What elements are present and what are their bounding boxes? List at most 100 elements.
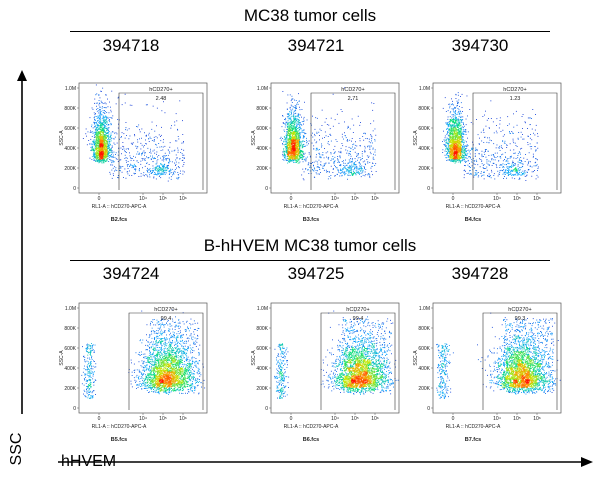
x-tick-label: 0	[98, 196, 101, 202]
y-tick-label: 0	[265, 186, 268, 192]
y-axis-title: SSC-A	[59, 350, 65, 366]
flow-plot-svg: 0 200K 400K 600K 800K 1.0M 0 10⁴ 10⁵ 10⁶ SSC-A RL1-…	[251, 302, 400, 443]
x-tick-label: 10⁴	[139, 416, 147, 422]
y-tick-label: 400K	[256, 366, 268, 372]
plot-frame	[432, 302, 562, 414]
x-tick-label: 10⁶	[533, 196, 541, 202]
x-axis-title: RL1-A :: hCD270-APC-A	[446, 204, 501, 210]
x-tick-label: 10⁴	[139, 196, 147, 202]
file-name-label: B6.fcs	[303, 437, 320, 443]
x-tick-label: 10⁶	[371, 416, 379, 422]
y-tick-label: 200K	[256, 166, 268, 172]
scatter-points	[81, 309, 206, 399]
x-tick-label: 10⁵	[159, 196, 167, 202]
group-divider-2	[70, 260, 550, 261]
y-axis-title: SSC-A	[413, 350, 419, 366]
y-tick-label: 0	[265, 406, 268, 412]
gate-percent-label: 99.4	[161, 316, 172, 322]
x-tick-label: 10⁵	[513, 196, 521, 202]
flow-panel-394724: 0 200K 400K 600K 800K 1.0M 0 10⁴ 10⁵ 10⁶ SSC-A RL1-…	[55, 295, 215, 455]
x-axis-title: RL1-A :: hCD270-APC-A	[92, 204, 147, 210]
y-tick-label: 400K	[418, 146, 430, 152]
x-axis-title: RL1-A :: hCD270-APC-A	[284, 424, 339, 430]
flow-plot-svg: 0 200K 400K 600K 800K 1.0M 0 10⁴ 10⁵ 10⁶ SSC-A RL1-…	[413, 302, 562, 443]
gate-name-label: hCD270+	[508, 307, 531, 313]
y-tick-label: 600K	[256, 346, 268, 352]
gate-bracket	[310, 92, 396, 190]
y-tick-label: 800K	[64, 106, 76, 112]
x-tick-label: 10⁴	[331, 196, 339, 202]
y-tick-label: 800K	[418, 326, 430, 332]
y-tick-label: 200K	[418, 386, 430, 392]
x-tick-label: 10⁶	[179, 416, 187, 422]
sample-id-394724: 394724	[102, 264, 160, 283]
y-tick-label: 200K	[256, 386, 268, 392]
y-tick-label: 0	[427, 186, 430, 192]
x-tick-label: 10⁴	[493, 196, 501, 202]
y-tick-label: 400K	[418, 366, 430, 372]
gate-bracket	[320, 312, 396, 410]
y-tick-label: 0	[427, 406, 430, 412]
y-tick-label: 1.0M	[257, 86, 268, 92]
gate-bracket	[472, 92, 558, 190]
gate-percent-label: 1.23	[510, 96, 521, 102]
flow-panel-394728: 0 200K 400K 600K 800K 1.0M 0 10⁴ 10⁵ 10⁶ SSC-A RL1-…	[409, 295, 569, 455]
y-tick-label: 1.0M	[65, 86, 76, 92]
file-name-label: B5.fcs	[111, 437, 128, 443]
y-tick-label: 1.0M	[257, 306, 268, 312]
y-tick-label: 400K	[256, 146, 268, 152]
y-tick-label: 800K	[256, 326, 268, 332]
y-tick-label: 600K	[418, 126, 430, 132]
scatter-points	[274, 310, 399, 399]
ssc-axis-arrow	[17, 70, 27, 414]
x-tick-label: 10⁵	[513, 416, 521, 422]
file-name-label: B4.fcs	[465, 217, 482, 223]
y-axis-title: SSC-A	[251, 130, 257, 146]
gate-percent-label: 99.4	[353, 316, 364, 322]
y-tick-label: 800K	[64, 326, 76, 332]
x-tick-label: 0	[290, 196, 293, 202]
sample-id-394728: 394728	[451, 264, 509, 283]
y-axis-title: SSC-A	[413, 130, 419, 146]
gate-bracket	[118, 92, 204, 190]
y-tick-label: 400K	[64, 146, 76, 152]
y-tick-label: 800K	[418, 106, 430, 112]
x-tick-label: 10⁴	[493, 416, 501, 422]
big-y-axis-label: SSC	[8, 432, 25, 466]
x-tick-label: 10⁵	[351, 196, 359, 202]
y-tick-label: 0	[73, 186, 76, 192]
y-tick-label: 200K	[418, 166, 430, 172]
y-tick-label: 800K	[256, 106, 268, 112]
y-tick-label: 1.0M	[65, 306, 76, 312]
flow-panel-394730: 0 200K 400K 600K 800K 1.0M 0 10⁴ 10⁵ 10⁶ SSC-A RL1-…	[409, 75, 569, 235]
x-tick-label: 0	[452, 416, 455, 422]
y-axis-title: SSC-A	[251, 350, 257, 366]
sample-id-394730: 394730	[451, 36, 509, 55]
flow-plot-svg: 0 200K 400K 600K 800K 1.0M 0 10⁴ 10⁵ 10⁶ SSC-A RL1-…	[59, 302, 208, 443]
file-name-label: B7.fcs	[465, 437, 482, 443]
x-tick-label: 10⁴	[331, 416, 339, 422]
x-axis-title: RL1-A :: hCD270-APC-A	[446, 424, 501, 430]
x-tick-label: 0	[290, 416, 293, 422]
flow-panel-394725: 0 200K 400K 600K 800K 1.0M 0 10⁴ 10⁵ 10⁶ SSC-A RL1-…	[247, 295, 407, 455]
scatter-points	[436, 310, 561, 399]
x-axis-title: RL1-A :: hCD270-APC-A	[92, 424, 147, 430]
plot-frame	[270, 302, 400, 414]
x-tick-label: 0	[452, 196, 455, 202]
y-tick-label: 600K	[64, 126, 76, 132]
sample-id-394725: 394725	[287, 264, 345, 283]
plot-frame	[78, 302, 208, 414]
file-name-label: B2.fcs	[111, 217, 128, 223]
x-tick-label: 0	[98, 416, 101, 422]
flow-plot-svg: 0 200K 400K 600K 800K 1.0M 0 10⁴ 10⁵ 10⁶ SSC-A RL1-…	[413, 82, 562, 223]
y-tick-label: 200K	[64, 386, 76, 392]
group-divider-1	[70, 31, 550, 32]
flow-panel-394718: 0 200K 400K 600K 800K 1.0M 0 10⁴ 10⁵ 10⁶ SSC-A RL1-…	[55, 75, 215, 235]
sample-id-394718: 394718	[102, 36, 160, 55]
x-tick-label: 10⁵	[159, 416, 167, 422]
gate-bracket	[128, 312, 204, 410]
sample-id-394721: 394721	[287, 36, 345, 55]
scatter-points	[82, 84, 185, 182]
x-tick-label: 10⁶	[179, 196, 187, 202]
x-tick-label: 10⁶	[533, 416, 541, 422]
